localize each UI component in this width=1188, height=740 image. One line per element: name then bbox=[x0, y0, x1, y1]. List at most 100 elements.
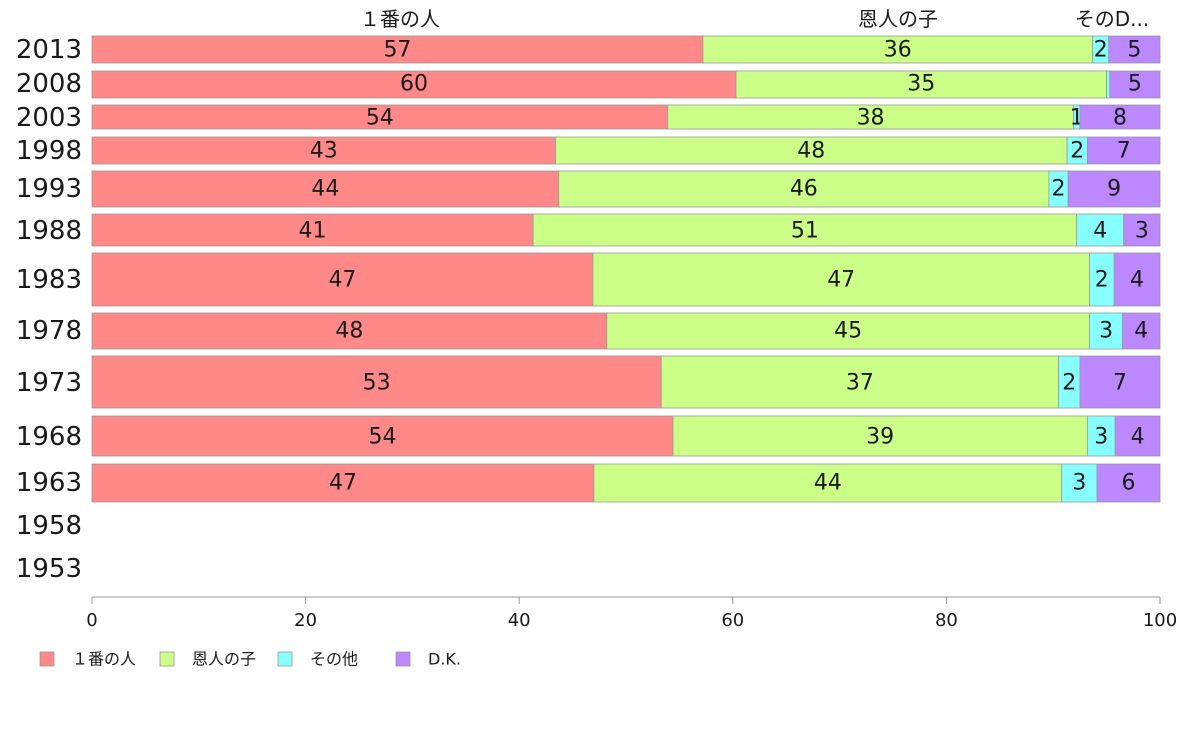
year-label: 1993 bbox=[16, 174, 82, 204]
year-label: 2008 bbox=[16, 69, 82, 99]
data-label: 8 bbox=[1113, 106, 1127, 131]
bar-segment bbox=[1113, 252, 1161, 307]
bar-segment bbox=[1123, 213, 1161, 247]
bar-segment bbox=[672, 415, 1088, 457]
bar-segment bbox=[1061, 463, 1098, 503]
bar-segment bbox=[532, 213, 1078, 247]
year-label: 1958 bbox=[16, 511, 82, 541]
year-label: 2003 bbox=[16, 103, 82, 133]
column-header-label: 恩人の子 bbox=[858, 7, 938, 31]
bar-segment bbox=[1096, 463, 1161, 503]
bar-segment bbox=[91, 70, 737, 99]
bars-area: 57 36 2 560 35 554 38 1 843 48 2 744 46 2 941 51 4 347 47 2… bbox=[91, 35, 1161, 503]
year-label: 1988 bbox=[16, 216, 82, 246]
data-label: 47 bbox=[329, 471, 357, 496]
bar-segment bbox=[1089, 312, 1124, 350]
bar-segment bbox=[91, 355, 662, 409]
data-label: 47 bbox=[827, 268, 855, 293]
x-tick-label: 40 bbox=[508, 610, 531, 631]
data-label: 2 bbox=[1062, 371, 1076, 396]
year-label: 1973 bbox=[16, 368, 82, 398]
data-label: 2 bbox=[1070, 139, 1084, 164]
year-label: 1978 bbox=[16, 316, 82, 346]
data-label: 46 bbox=[790, 177, 818, 202]
year-label: 1998 bbox=[16, 136, 82, 166]
column-header-labels: １番の人 恩人の子 そのD... bbox=[360, 7, 1149, 31]
bar-segment bbox=[735, 70, 1108, 99]
bar-segment bbox=[593, 463, 1063, 503]
bar-segment bbox=[667, 104, 1074, 130]
x-tick-label: 80 bbox=[935, 610, 958, 631]
bar-segment bbox=[91, 35, 704, 64]
data-label: 47 bbox=[328, 268, 356, 293]
data-label: 3 bbox=[1094, 425, 1108, 450]
bar-segment bbox=[702, 35, 1094, 64]
bar-segment bbox=[91, 415, 674, 457]
x-axis: 0 20 40 60 80 100 bbox=[86, 596, 1177, 631]
legend-swatch bbox=[395, 651, 411, 667]
data-label: 48 bbox=[797, 139, 825, 164]
data-label: 5 bbox=[1127, 38, 1141, 63]
legend-label: 恩人の子 bbox=[192, 650, 256, 669]
data-label: 44 bbox=[311, 177, 339, 202]
year-label: 1963 bbox=[16, 468, 82, 498]
data-label: 3 bbox=[1072, 471, 1086, 496]
data-label: 45 bbox=[834, 319, 862, 344]
data-label: 60 bbox=[400, 72, 428, 97]
bar-segment bbox=[91, 463, 595, 503]
data-label: 57 bbox=[383, 38, 411, 63]
legend-label: D.K. bbox=[428, 650, 461, 669]
bar-segment bbox=[558, 170, 1050, 208]
bar-segment bbox=[91, 136, 556, 165]
data-label: 6 bbox=[1121, 471, 1135, 496]
legend-swatch bbox=[159, 651, 175, 667]
data-label: 35 bbox=[907, 72, 935, 97]
data-label: 4 bbox=[1130, 268, 1144, 293]
bar-segment bbox=[555, 136, 1068, 165]
data-label: 2 bbox=[1052, 177, 1066, 202]
bar-segment bbox=[1109, 70, 1161, 99]
data-label: 54 bbox=[368, 425, 396, 450]
bar-segment bbox=[592, 252, 1090, 307]
x-tick-label: 20 bbox=[294, 610, 317, 631]
bar-segment bbox=[1067, 170, 1161, 208]
year-label: 1953 bbox=[16, 554, 82, 584]
x-tick-label: 60 bbox=[721, 610, 744, 631]
bar-segment bbox=[1086, 136, 1161, 165]
bar-segment bbox=[1089, 252, 1115, 307]
x-tick-label: 0 bbox=[86, 610, 97, 631]
legend-label: その他 bbox=[310, 650, 358, 669]
x-tick-label: 100 bbox=[1143, 610, 1177, 631]
data-label: 38 bbox=[857, 106, 885, 131]
bar-segment bbox=[606, 312, 1090, 350]
data-label: 54 bbox=[366, 106, 394, 131]
data-label: 2 bbox=[1095, 268, 1109, 293]
data-label: 3 bbox=[1099, 319, 1113, 344]
bar-segment bbox=[1108, 35, 1161, 64]
data-label: 4 bbox=[1093, 219, 1107, 244]
data-label: 39 bbox=[866, 425, 894, 450]
data-label: 2 bbox=[1094, 38, 1108, 63]
data-label: 44 bbox=[814, 471, 842, 496]
data-label: 3 bbox=[1135, 219, 1149, 244]
data-label: 7 bbox=[1117, 139, 1131, 164]
bar-segment bbox=[1114, 415, 1161, 457]
bar-segment bbox=[91, 170, 560, 208]
column-header-label: １番の人 bbox=[360, 7, 440, 31]
bar-segment bbox=[1106, 70, 1111, 99]
data-label: 5 bbox=[1128, 72, 1142, 97]
data-label: 4 bbox=[1131, 425, 1145, 450]
year-label: 1983 bbox=[16, 265, 82, 295]
data-label: 9 bbox=[1107, 177, 1121, 202]
year-label: 1968 bbox=[16, 422, 82, 452]
data-label: 41 bbox=[299, 219, 327, 244]
data-label: 4 bbox=[1134, 319, 1148, 344]
legend-swatch bbox=[277, 651, 293, 667]
bar-segment bbox=[1079, 355, 1161, 409]
bar-segment bbox=[91, 213, 534, 247]
data-label: 37 bbox=[846, 371, 874, 396]
legend-label: １番の人 bbox=[72, 650, 136, 669]
bar-segment bbox=[91, 252, 594, 307]
